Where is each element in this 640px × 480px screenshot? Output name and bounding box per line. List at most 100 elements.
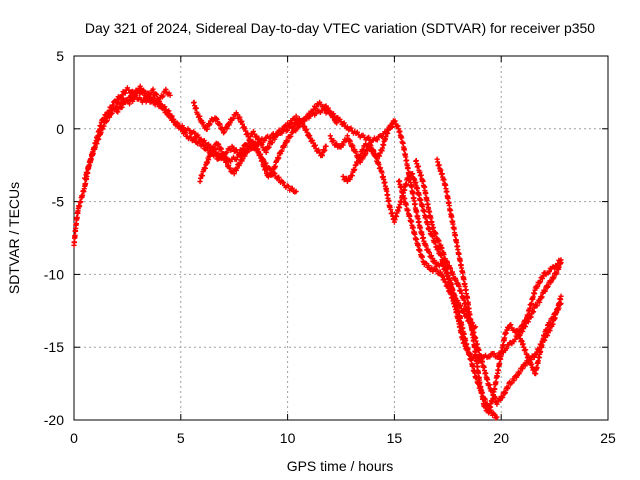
data-point <box>289 185 295 191</box>
data-point <box>549 316 556 322</box>
data-point <box>354 129 360 135</box>
data-point <box>280 127 286 133</box>
data-point <box>168 114 174 120</box>
x-tick-label: 25 <box>600 430 616 446</box>
data-point <box>115 109 121 115</box>
data-point <box>221 129 227 135</box>
data-point <box>200 119 206 126</box>
data-point <box>262 137 268 144</box>
series-track-4 <box>197 99 340 185</box>
series-track-10 <box>434 156 564 416</box>
data-point <box>327 133 333 139</box>
data-point <box>460 307 467 313</box>
data-point <box>353 149 359 155</box>
data-point <box>237 160 243 167</box>
data-point <box>263 149 269 155</box>
data-point <box>125 98 132 104</box>
data-point <box>230 145 236 151</box>
data-point <box>500 394 506 400</box>
data-point <box>329 110 335 116</box>
data-point <box>214 116 220 123</box>
data-point <box>511 378 517 384</box>
data-point <box>195 132 201 138</box>
data-point <box>534 303 540 309</box>
data-point <box>331 113 337 120</box>
data-point <box>163 86 169 92</box>
data-point <box>126 101 133 107</box>
data-point <box>104 117 110 124</box>
y-axis-label: SDTVAR / TECUs <box>6 182 22 294</box>
data-point <box>269 139 275 146</box>
data-series <box>71 83 564 421</box>
data-point <box>426 250 432 256</box>
data-point <box>465 346 471 353</box>
data-point <box>296 123 302 129</box>
data-point <box>234 111 240 118</box>
data-point <box>153 91 159 97</box>
data-point <box>167 92 173 98</box>
data-point <box>523 317 529 323</box>
data-point <box>558 257 564 263</box>
x-tick-label: 5 <box>177 430 185 446</box>
data-point <box>145 91 152 97</box>
data-point <box>161 106 167 112</box>
data-point <box>250 128 257 135</box>
data-point <box>163 109 169 115</box>
data-point <box>374 137 380 143</box>
data-point <box>555 260 561 267</box>
data-point <box>494 401 500 407</box>
data-point <box>164 108 170 114</box>
data-point <box>230 115 236 122</box>
data-point <box>94 141 100 147</box>
data-point <box>211 145 218 152</box>
data-point <box>290 124 296 130</box>
data-point <box>558 300 564 307</box>
x-tick-label: 15 <box>387 430 403 446</box>
data-point <box>508 322 514 328</box>
data-point <box>305 114 311 120</box>
data-point <box>348 125 354 131</box>
data-point <box>263 160 269 166</box>
data-point <box>558 293 564 299</box>
chart-title: Day 321 of 2024, Sidereal Day-to-day VTE… <box>85 20 595 36</box>
series-track-11 <box>515 300 564 377</box>
data-point <box>557 301 563 307</box>
data-point <box>160 93 166 99</box>
data-point <box>101 123 107 129</box>
data-point <box>520 323 526 329</box>
data-point <box>347 176 353 182</box>
data-point <box>376 153 383 159</box>
data-point <box>551 274 557 281</box>
data-point <box>553 310 559 316</box>
data-point <box>108 111 114 117</box>
data-point <box>502 389 509 396</box>
data-point <box>540 273 546 279</box>
data-point <box>272 136 278 142</box>
y-tick-label: -10 <box>44 266 64 282</box>
y-tick-label: 5 <box>56 48 64 64</box>
data-point <box>242 153 248 159</box>
data-point <box>245 148 251 154</box>
data-point <box>395 123 401 129</box>
data-point <box>231 171 237 177</box>
data-point <box>137 83 143 89</box>
data-point <box>392 118 398 124</box>
plot-frame <box>73 55 609 421</box>
data-point <box>494 414 500 420</box>
data-point <box>227 165 233 171</box>
data-point <box>537 278 543 285</box>
data-point <box>120 95 126 101</box>
data-point <box>299 120 305 126</box>
series-track-2 <box>82 92 299 195</box>
data-point <box>550 315 556 321</box>
data-point <box>157 101 163 107</box>
data-point <box>425 263 432 269</box>
data-point <box>236 115 242 121</box>
data-point <box>534 283 541 289</box>
data-point <box>491 351 497 357</box>
data-point <box>215 141 222 147</box>
data-point <box>331 137 337 144</box>
data-point <box>368 143 374 149</box>
data-point <box>545 283 551 289</box>
data-point <box>347 138 353 144</box>
